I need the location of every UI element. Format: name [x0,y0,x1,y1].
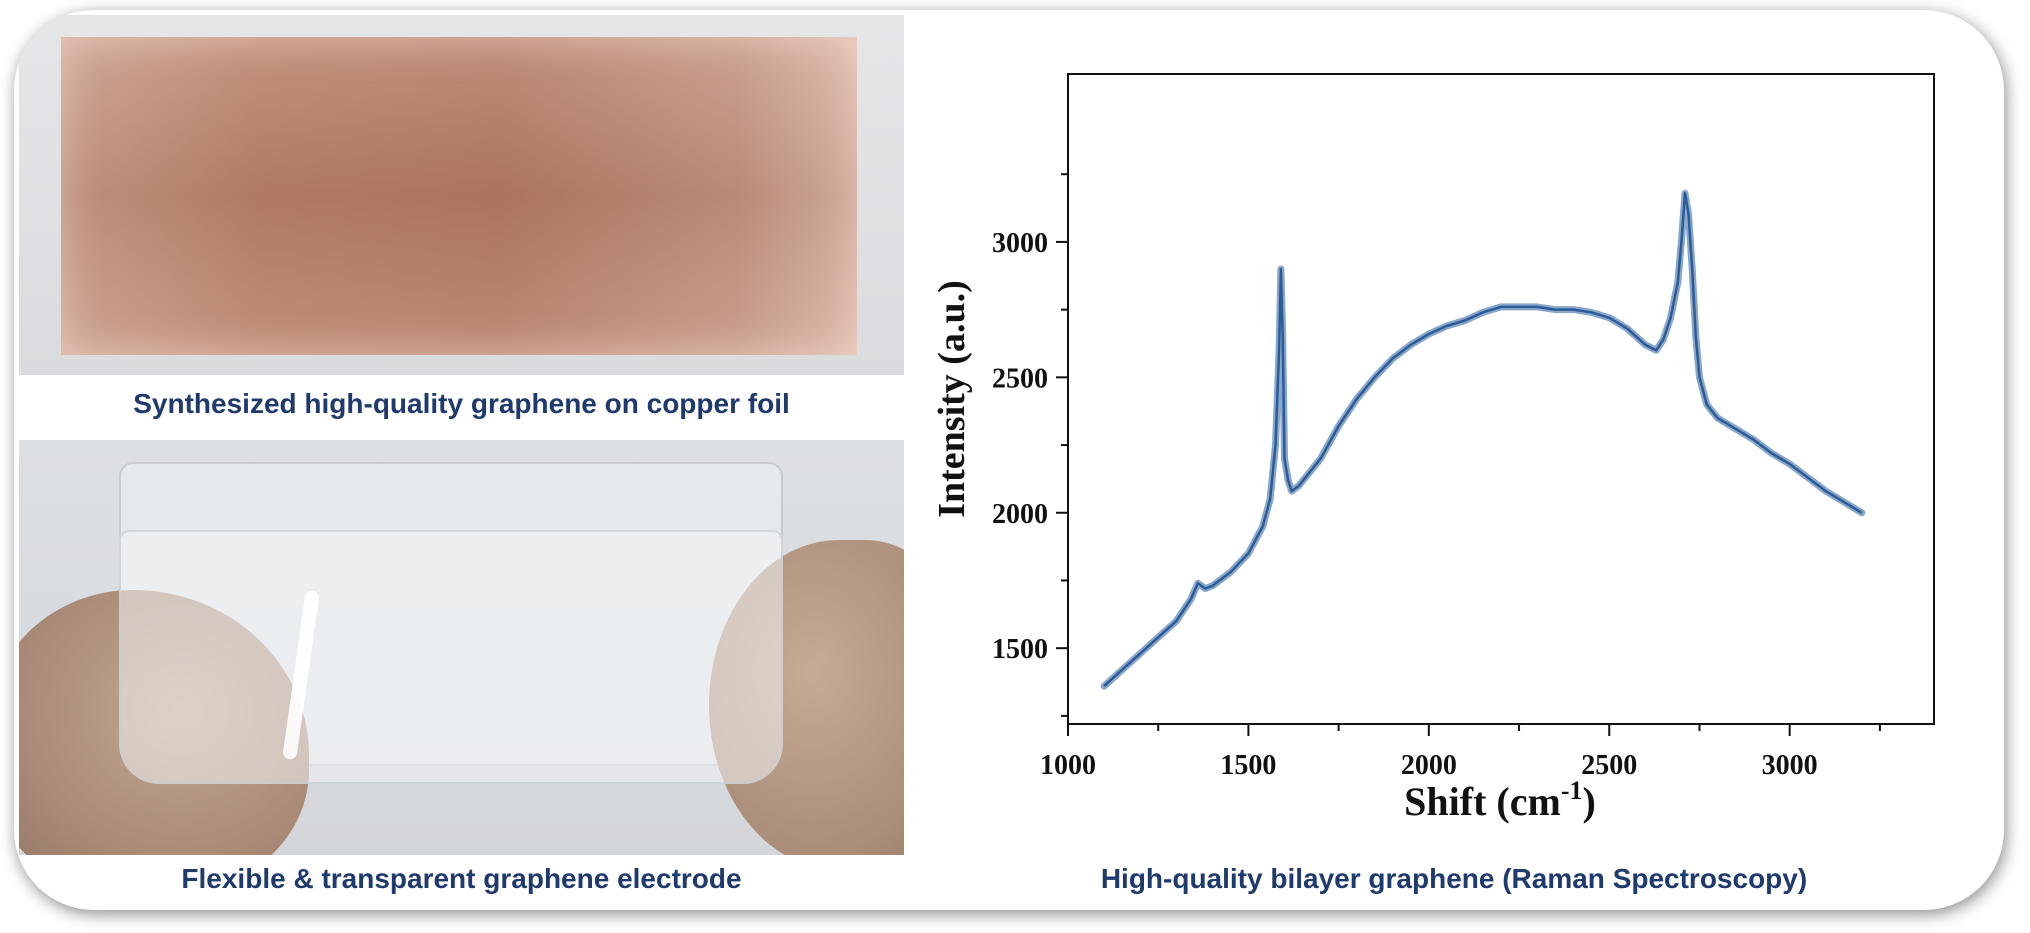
x-axis-label-sup: -1 [1561,776,1583,805]
y-axis-label: Intensity (a.u.) [931,280,973,518]
y-tick-label-2500: 2500 [992,363,1048,394]
x-tick-label-2500: 2500 [1581,750,1637,781]
series-group [1100,189,1866,690]
copper-sheen [61,37,857,355]
y-tick-label-3000: 3000 [992,228,1048,259]
caption-electrode: Flexible & transparent graphene electrod… [181,863,742,894]
graphene-electrode-photo [19,440,904,855]
x-axis-label-suffix: ) [1582,779,1595,824]
x-axis-label-main: Shift (cm [1404,779,1561,824]
x-tick-label-2000: 2000 [1401,750,1457,781]
caption-copper-foil: Synthesized high-quality graphene on cop… [133,388,790,419]
copper-foil-sheet [61,37,857,355]
series-line-noise-band-0 [1100,189,1866,690]
y-tick-label-1500: 1500 [992,634,1048,665]
x-tick-label-3000: 3000 [1762,750,1818,781]
y-axis-ticks: 1500 2000 2500 3000 [992,173,1068,717]
transparent-electrode-film [119,530,783,784]
series-line-0 [1103,191,1863,688]
x-tick-label-1500: 1500 [1220,750,1276,781]
copper-foil-photo [19,15,904,375]
plot-frame [1067,73,1935,725]
caption-raman: High-quality bilayer graphene (Raman Spe… [1100,863,1808,894]
x-axis-ticks: 1000 1500 2000 2500 3000 [1040,724,1881,781]
x-tick-label-1000: 1000 [1040,750,1096,781]
x-axis-label: Shift (cm-1) [1404,776,1596,824]
y-tick-label-2000: 2000 [992,499,1048,530]
figure-card: Synthesized high-quality graphene on cop… [14,10,2004,910]
